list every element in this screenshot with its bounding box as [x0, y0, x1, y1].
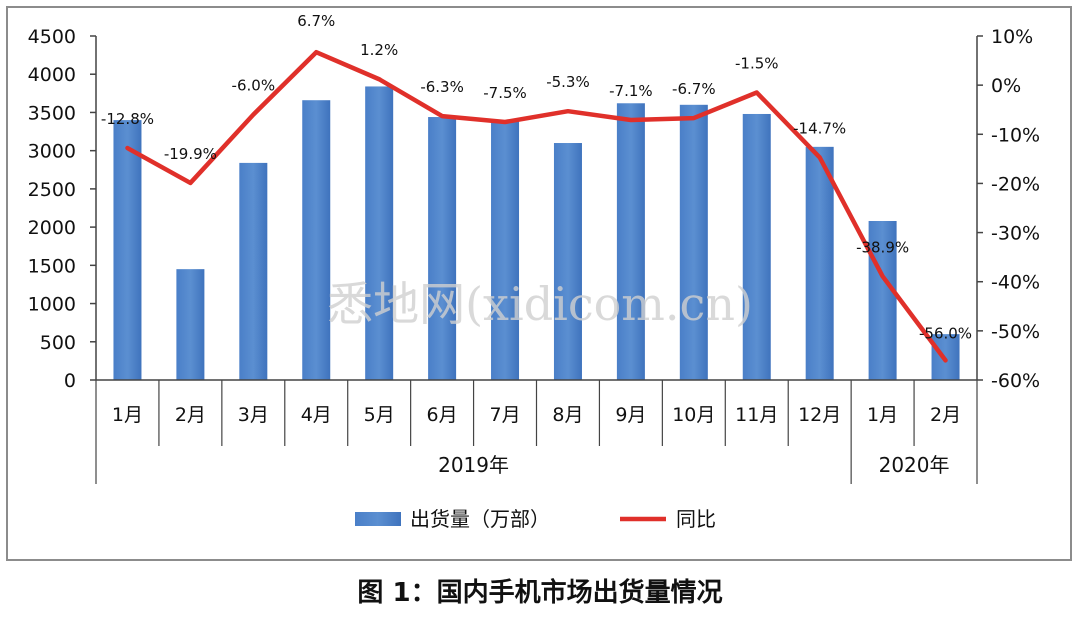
watermark-text: 悉地网(xidicom.cn): [327, 277, 753, 331]
bar-shipments: [805, 146, 834, 380]
bar-shipments: [302, 100, 331, 381]
right-axis-tick-label: -50%: [991, 321, 1040, 343]
left-axis-tick-label: 0: [64, 370, 76, 392]
yoy-data-label: -5.3%: [546, 73, 590, 91]
bar-shipments: [679, 104, 708, 381]
year-group-label: 2019年: [438, 453, 509, 477]
category-label: 12月: [798, 404, 841, 426]
yoy-data-label: -6.0%: [232, 77, 276, 95]
bar-shipments: [176, 269, 205, 380]
yoy-data-label: 1.2%: [360, 41, 398, 59]
yoy-data-label: -12.8%: [101, 110, 154, 128]
yoy-data-label: -7.5%: [483, 84, 527, 102]
legend-label-yoy: 同比: [676, 507, 716, 531]
category-label: 1月: [867, 404, 898, 426]
right-axis-tick-label: 0%: [991, 75, 1021, 97]
year-group-label: 2020年: [879, 453, 950, 477]
yoy-data-label: -56.0%: [919, 324, 972, 342]
right-axis-tick-label: -30%: [991, 223, 1040, 245]
legend-swatch-shipments: [355, 512, 401, 526]
right-axis-tick-label: -10%: [991, 124, 1040, 146]
yoy-data-label: -19.9%: [164, 145, 217, 163]
bar-shipments: [742, 113, 771, 381]
line-yoy: [125, 49, 948, 363]
bar-shipments: [553, 143, 582, 380]
left-axis-tick-label: 1500: [28, 255, 76, 277]
left-axis-tick-label: 1000: [28, 294, 76, 316]
right-axis-tick-label: -40%: [991, 272, 1040, 294]
left-axis-tick-label: 4500: [28, 26, 76, 48]
yoy-data-label: -1.5%: [735, 55, 779, 73]
yoy-data-label: -38.9%: [856, 238, 909, 256]
bar-shipments: [491, 120, 520, 380]
right-axis-tick-label: -20%: [991, 173, 1040, 195]
left-axis-tick-label: 500: [40, 332, 76, 354]
bar-shipments: [868, 220, 897, 380]
left-axis-tick-label: 2000: [28, 217, 76, 239]
category-label: 2月: [175, 404, 206, 426]
category-label: 9月: [615, 404, 646, 426]
category-label: 6月: [427, 404, 458, 426]
category-label: 2月: [930, 404, 961, 426]
yoy-data-label: -6.3%: [420, 78, 464, 96]
bar-shipments: [616, 103, 645, 380]
right-axis-tick-label: 10%: [991, 26, 1033, 48]
yoy-data-label: -14.7%: [793, 119, 846, 137]
bar-shipments: [239, 162, 268, 380]
yoy-data-label: -7.1%: [609, 82, 653, 100]
bar-shipments: [365, 86, 394, 380]
category-label: 5月: [364, 404, 395, 426]
category-label: 3月: [238, 404, 269, 426]
bar-shipments: [428, 117, 457, 380]
left-axis-tick-label: 2500: [28, 179, 76, 201]
category-label: 7月: [489, 404, 520, 426]
figure-caption: 图 1：国内手机市场出货量情况: [357, 578, 723, 608]
left-axis-tick-label: 4000: [28, 64, 76, 86]
category-label: 10月: [672, 404, 715, 426]
legend-label-shipments: 出货量（万部）: [410, 507, 550, 531]
left-axis-tick-label: 3500: [28, 102, 76, 124]
left-axis-tick-label: 3000: [28, 141, 76, 163]
right-axis-tick-label: -60%: [991, 370, 1040, 392]
bar-shipments: [113, 120, 142, 380]
category-label: 1月: [112, 404, 143, 426]
category-label: 8月: [552, 404, 583, 426]
category-label: 11月: [735, 404, 778, 426]
yoy-data-label: -6.7%: [672, 80, 716, 98]
category-label: 4月: [301, 404, 332, 426]
yoy-data-label: 6.7%: [297, 12, 335, 30]
